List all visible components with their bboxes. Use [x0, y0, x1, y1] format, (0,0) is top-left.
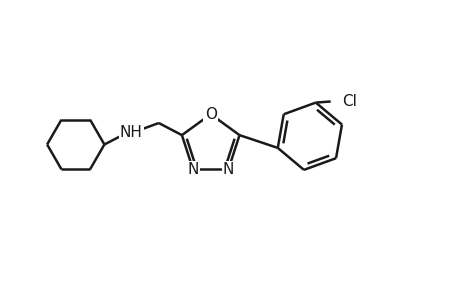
Text: N: N [187, 162, 198, 177]
Text: NH: NH [119, 125, 142, 140]
Text: O: O [204, 107, 216, 122]
Text: N: N [222, 162, 234, 177]
Text: Cl: Cl [341, 94, 356, 109]
